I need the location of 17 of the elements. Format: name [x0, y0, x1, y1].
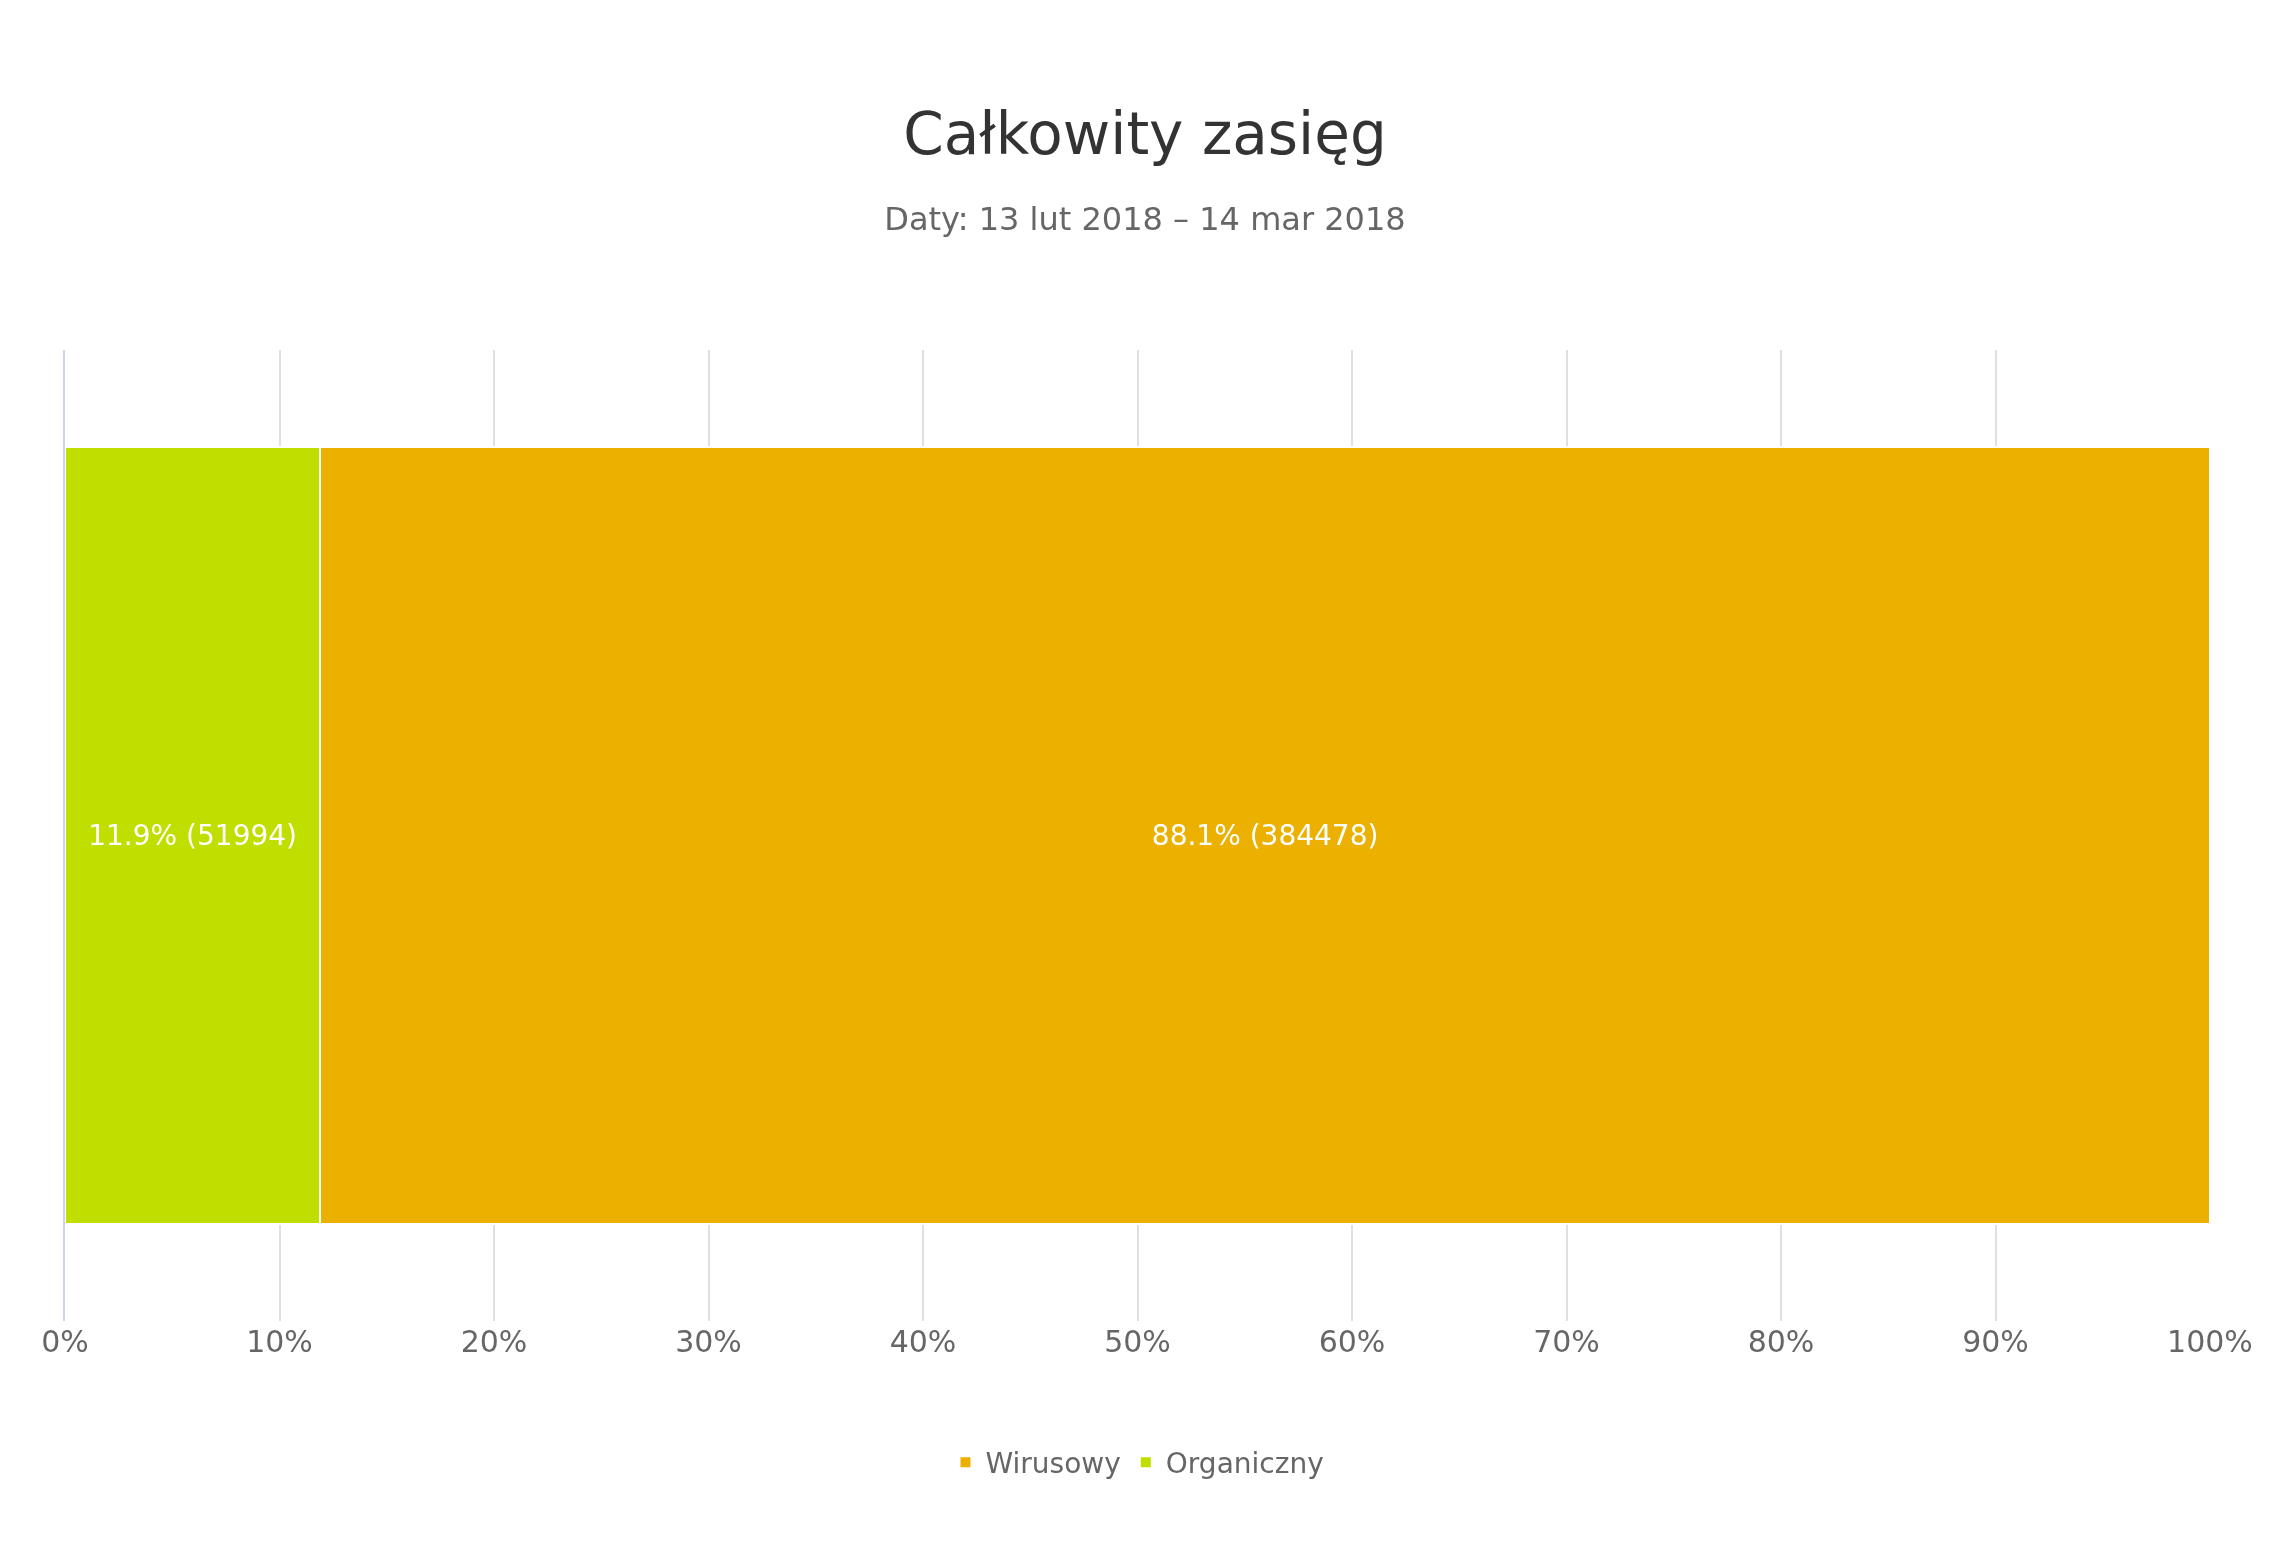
chart-title: Całkowity zasięg: [903, 100, 1387, 169]
x-tick-label: 100%: [2167, 1324, 2253, 1359]
x-tick-label: 60%: [1318, 1324, 1386, 1359]
x-tick-label: 30%: [675, 1324, 742, 1359]
x-tick-label: 20%: [460, 1324, 528, 1359]
data-label: 88.1% (384478): [1151, 819, 1379, 852]
data-label: 11.9% (51994): [88, 819, 298, 852]
x-tick-label: 50%: [1104, 1324, 1171, 1359]
x-tick-label: 80%: [1747, 1324, 1815, 1359]
x-tick-label: 40%: [889, 1324, 957, 1359]
x-tick-label: 70%: [1533, 1324, 1600, 1359]
x-tick-label: 0%: [41, 1324, 89, 1359]
legend-label: Wirusowy: [985, 1447, 1121, 1481]
x-tick-label: 90%: [1962, 1324, 2029, 1359]
legend-label: Organiczny: [1165, 1447, 1324, 1481]
x-tick-label: 10%: [246, 1324, 313, 1359]
chart-subtitle: Daty: 13 lut 2018 – 14 mar 2018: [884, 199, 1406, 238]
